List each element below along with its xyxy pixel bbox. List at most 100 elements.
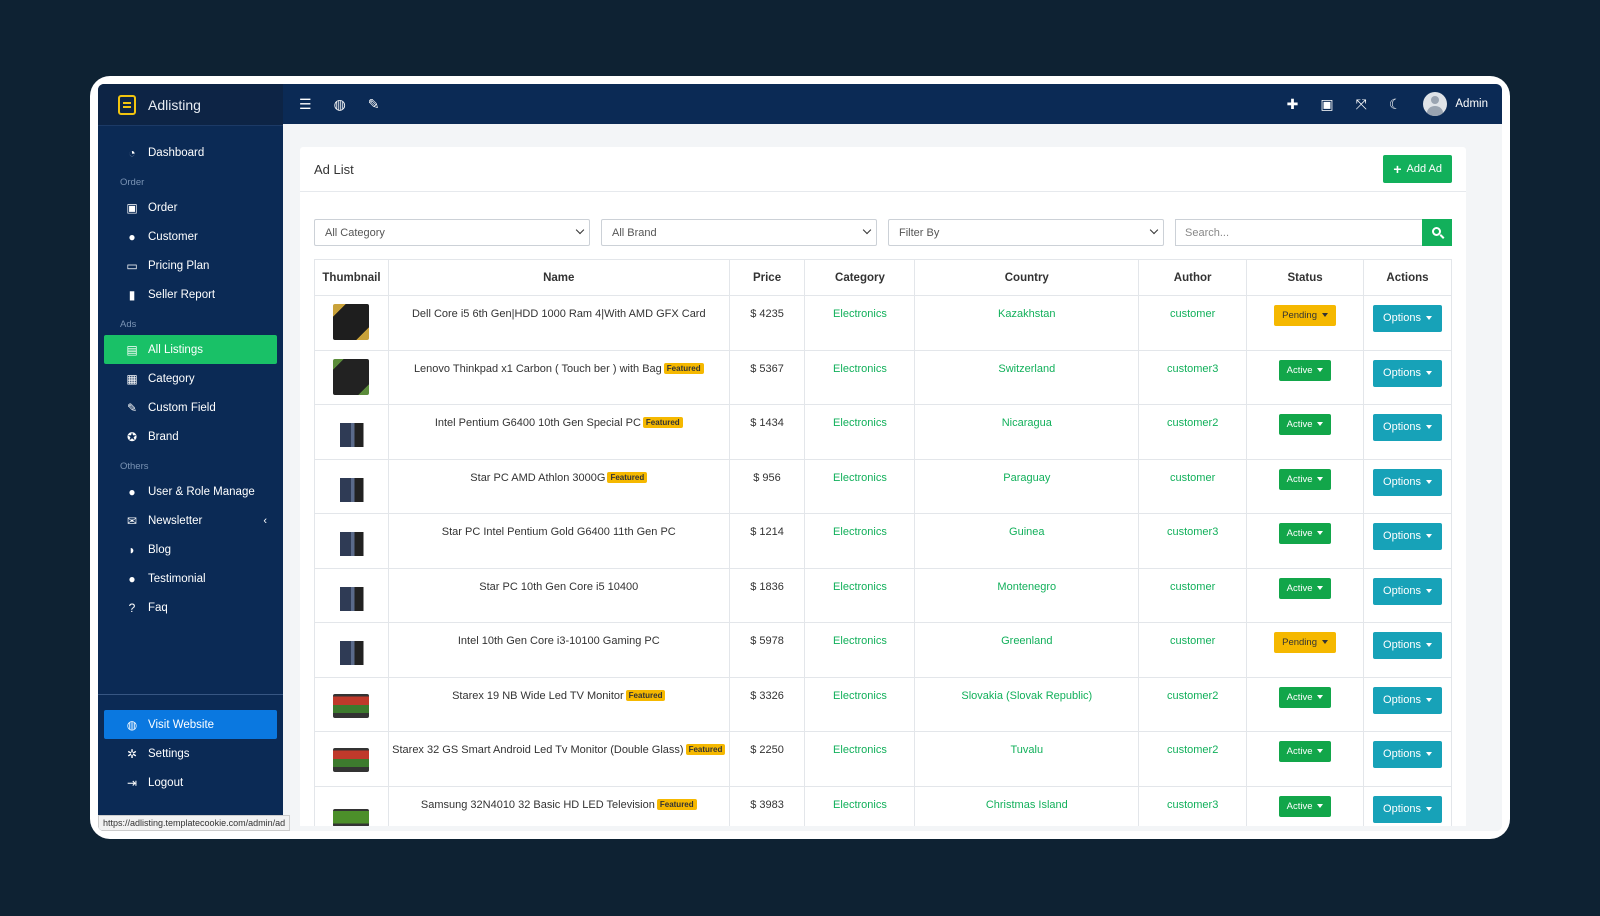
country-link[interactable]: Kazakhstan	[998, 308, 1056, 320]
status-dropdown[interactable]: Active	[1278, 686, 1332, 708]
product-thumbnail[interactable]	[333, 808, 370, 827]
brand-select[interactable]: All Brand	[601, 219, 877, 246]
author-link[interactable]: customer3	[1166, 362, 1219, 375]
brand[interactable]: Adlisting	[98, 84, 283, 126]
category-link[interactable]: Electronics	[833, 635, 887, 647]
country-link[interactable]: Tuvalu	[1010, 744, 1044, 756]
product-thumbnail[interactable]	[333, 748, 370, 772]
dark-mode-icon[interactable]: ☾	[1388, 95, 1402, 112]
options-button[interactable]: Options	[1373, 632, 1442, 659]
product-thumbnail[interactable]	[333, 358, 370, 395]
sidebar-item-all-listings[interactable]: ▤ All Listings	[104, 335, 277, 364]
ad-name[interactable]: Lenovo Thinkpad x1 Carbon ( Touch ber ) …	[413, 362, 662, 375]
ad-name[interactable]: Starex 32 GS Smart Android Led Tv Monito…	[392, 744, 684, 756]
ad-name[interactable]: Dell Core i5 6th Gen|HDD 1000 Ram 4|With…	[411, 308, 706, 320]
filter-by-select[interactable]: Filter By	[888, 219, 1164, 246]
sidebar-item-visit-website[interactable]: ◍ Visit Website	[104, 710, 277, 739]
author-link[interactable]: customer	[1170, 635, 1216, 647]
country-link[interactable]: Montenegro	[997, 580, 1057, 593]
options-button[interactable]: Options	[1373, 523, 1442, 550]
sidebar-item-seller-report[interactable]: ▮ Seller Report	[104, 280, 277, 309]
search-button[interactable]	[1422, 219, 1452, 246]
menu-toggle-icon[interactable]: ☰	[299, 95, 312, 112]
ad-name[interactable]: Samsung 32N4010 32 Basic HD LED Televisi…	[420, 798, 655, 811]
product-thumbnail[interactable]	[333, 477, 370, 502]
plus-icon[interactable]: ✚	[1286, 95, 1299, 112]
category-link[interactable]: Electronics	[833, 689, 887, 702]
status-dropdown[interactable]: Active	[1278, 468, 1332, 490]
sidebar-item-order[interactable]: ▣ Order	[104, 193, 277, 222]
author-link[interactable]: customer	[1170, 308, 1216, 320]
sidebar-item-newsletter[interactable]: ✉ Newsletter ‹	[104, 506, 277, 535]
brush-icon[interactable]: ✎	[367, 95, 380, 112]
ad-name[interactable]: Star PC 10th Gen Core i5 10400	[479, 580, 639, 593]
status-dropdown[interactable]: Active	[1278, 359, 1332, 381]
product-thumbnail[interactable]	[333, 532, 370, 556]
status-dropdown[interactable]: Active	[1278, 741, 1332, 762]
category-link[interactable]: Electronics	[833, 526, 887, 538]
sidebar-item-pricing-plan[interactable]: ▭ Pricing Plan	[104, 251, 277, 280]
options-button[interactable]: Options	[1373, 795, 1442, 823]
options-button[interactable]: Options	[1373, 686, 1442, 714]
category-link[interactable]: Electronics	[833, 417, 887, 429]
author-link[interactable]: customer2	[1166, 417, 1219, 429]
product-thumbnail[interactable]	[333, 641, 370, 665]
category-link[interactable]: Electronics	[833, 308, 887, 320]
sidebar-item-brand[interactable]: ✪ Brand	[104, 422, 277, 451]
options-button[interactable]: Options	[1373, 741, 1442, 768]
fullscreen-icon[interactable]: ⤧	[1355, 95, 1367, 112]
ad-name[interactable]: Starex 19 NB Wide Led TV Monitor	[452, 689, 624, 702]
sidebar-item-customer[interactable]: ● Customer	[104, 222, 277, 251]
sidebar-item-custom-field[interactable]: ✎ Custom Field	[104, 393, 277, 422]
category-link[interactable]: Electronics	[833, 471, 887, 484]
country-link[interactable]: Christmas Island	[985, 798, 1068, 811]
product-thumbnail[interactable]	[333, 423, 370, 447]
product-thumbnail[interactable]	[333, 304, 370, 340]
country-link[interactable]: Switzerland	[998, 362, 1056, 375]
author-link[interactable]: customer3	[1166, 526, 1219, 538]
options-button[interactable]: Options	[1373, 468, 1442, 496]
status-dropdown[interactable]: Active	[1278, 523, 1332, 544]
author-link[interactable]: customer2	[1166, 689, 1219, 702]
country-link[interactable]: Slovakia (Slovak Republic)	[961, 689, 1093, 702]
status-dropdown[interactable]: Pending	[1274, 632, 1336, 653]
sidebar-item-logout[interactable]: ⇥ Logout	[104, 768, 277, 797]
country-link[interactable]: Nicaragua	[1001, 417, 1052, 429]
author-link[interactable]: customer	[1170, 580, 1216, 593]
category-link[interactable]: Electronics	[833, 798, 887, 811]
sidebar-item-testimonial[interactable]: ● Testimonial	[104, 564, 277, 593]
product-thumbnail[interactable]	[333, 586, 370, 611]
language-icon[interactable]: ▣	[1320, 95, 1334, 112]
author-link[interactable]: customer	[1170, 471, 1216, 484]
category-link[interactable]: Electronics	[833, 580, 887, 593]
category-link[interactable]: Electronics	[833, 744, 887, 756]
ad-name[interactable]: Intel Pentium G6400 10th Gen Special PC	[434, 417, 641, 429]
author-link[interactable]: customer3	[1166, 798, 1219, 811]
status-dropdown[interactable]: Pending	[1274, 305, 1336, 326]
status-dropdown[interactable]: Active	[1278, 577, 1332, 599]
sidebar-item-dashboard[interactable]: ◔ Dashboard	[104, 138, 277, 167]
ad-name[interactable]: Star PC Intel Pentium Gold G6400 11th Ge…	[441, 526, 676, 538]
category-link[interactable]: Electronics	[833, 362, 887, 375]
globe-icon[interactable]: ◍	[333, 95, 346, 112]
options-button[interactable]: Options	[1373, 359, 1442, 387]
search-input[interactable]: Search...	[1175, 219, 1422, 246]
sidebar-item-faq[interactable]: ? Faq	[104, 593, 277, 622]
options-button[interactable]: Options	[1373, 305, 1442, 332]
status-dropdown[interactable]: Active	[1278, 414, 1332, 435]
ad-name[interactable]: Intel 10th Gen Core i3-10100 Gaming PC	[457, 635, 660, 647]
country-link[interactable]: Guinea	[1009, 526, 1045, 538]
status-dropdown[interactable]: Active	[1278, 795, 1332, 817]
add-ad-button[interactable]: + Add Ad	[1383, 155, 1452, 183]
sidebar-item-settings[interactable]: ✲ Settings	[104, 739, 277, 768]
author-link[interactable]: customer2	[1166, 744, 1219, 756]
sidebar-item-blog[interactable]: ◗ Blog	[104, 535, 277, 564]
user-menu[interactable]: Admin	[1423, 92, 1488, 116]
ad-name[interactable]: Star PC AMD Athlon 3000G	[470, 471, 606, 484]
options-button[interactable]: Options	[1373, 577, 1442, 605]
category-select[interactable]: All Category	[314, 219, 590, 246]
sidebar-item-category[interactable]: ▦ Category	[104, 364, 277, 393]
product-thumbnail[interactable]	[333, 693, 370, 718]
country-link[interactable]: Greenland	[1001, 635, 1053, 647]
country-link[interactable]: Paraguay	[1003, 471, 1051, 484]
